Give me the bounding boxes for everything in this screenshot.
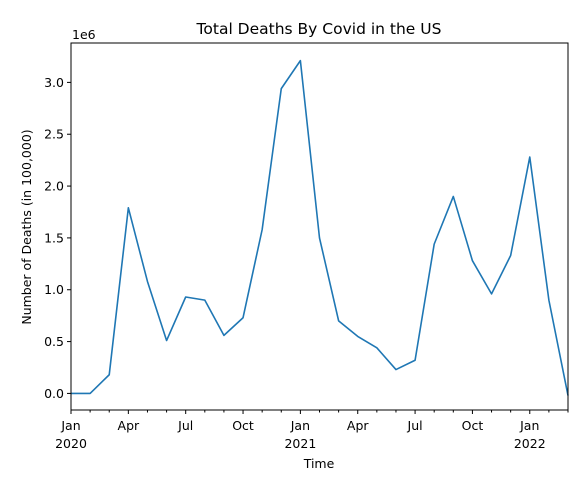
y-tick-label: 3.0 bbox=[44, 75, 64, 90]
x-axis-label: Time bbox=[303, 456, 335, 471]
y-tick-label: 0.0 bbox=[44, 386, 64, 401]
y-tick-label: 1.5 bbox=[44, 230, 64, 245]
x-tick-label: Jan bbox=[60, 418, 80, 433]
x-tick-label: Apr bbox=[347, 418, 369, 433]
series-line-total-deaths bbox=[71, 59, 569, 396]
x-tick-label: Apr bbox=[118, 418, 140, 433]
x-tick-year-label: 2021 bbox=[284, 436, 316, 451]
x-tick-label: Oct bbox=[462, 418, 484, 433]
x-tick-label: Jan bbox=[519, 418, 539, 433]
y-tick-label: 1.0 bbox=[44, 282, 64, 297]
y-tick-label: 2.5 bbox=[44, 127, 64, 142]
y-offset-text: 1e6 bbox=[72, 27, 96, 42]
x-tick-year-label: 2022 bbox=[514, 436, 546, 451]
x-axis-ticks: Jan 2020 Apr Jul Oct Jan 2021 Apr Jul Oct Jan 2022 bbox=[55, 410, 569, 451]
x-tick-year-label: 2020 bbox=[55, 436, 87, 451]
y-axis-label: Number of Deaths (in 100,000) bbox=[19, 129, 34, 324]
x-tick-label: Oct bbox=[232, 418, 254, 433]
x-tick-label: Jul bbox=[177, 418, 193, 433]
x-tick-label: Jan bbox=[290, 418, 310, 433]
y-tick-label: 2.0 bbox=[44, 179, 64, 194]
y-axis-ticks: 0.0 0.5 1.0 1.5 2.0 2.5 3.0 bbox=[44, 75, 71, 401]
x-tick-label: Jul bbox=[407, 418, 423, 433]
y-tick-label: 0.5 bbox=[44, 334, 64, 349]
chart-title: Total Deaths By Covid in the US bbox=[196, 20, 442, 38]
plot-frame bbox=[70, 42, 569, 411]
